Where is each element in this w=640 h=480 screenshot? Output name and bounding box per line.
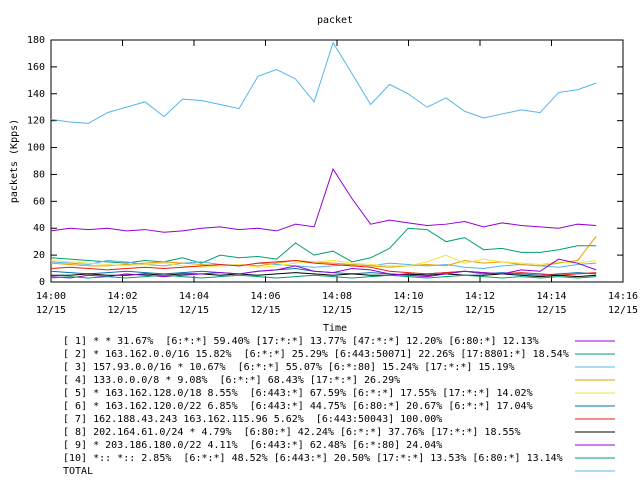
x-tick-label: 14:12 — [465, 291, 495, 302]
x-tick-date: 12/15 — [322, 305, 352, 316]
x-tick-date: 12/15 — [179, 305, 209, 316]
y-tick-label: 60 — [33, 196, 45, 207]
y-tick-label: 100 — [27, 143, 45, 154]
legend-label: [10] *:: *:: 2.85% [6:*:*] 48.52% [6:443… — [63, 453, 563, 464]
x-tick-date: 12/15 — [608, 305, 638, 316]
x-tick-date: 12/15 — [393, 305, 423, 316]
x-tick-date: 12/15 — [250, 305, 280, 316]
x-tick-label: 14:08 — [322, 291, 352, 302]
x-tick-date: 12/15 — [536, 305, 566, 316]
x-tick-label: 14:02 — [107, 291, 137, 302]
legend-label: TOTAL — [63, 466, 93, 477]
x-tick-date: 12/15 — [36, 305, 66, 316]
legend-label: [ 7] 162.188.43.243 163.162.115.96 5.62%… — [63, 414, 442, 425]
legend-label: [ 9] * 203.186.180.0/22 4.11% [6:443:*] … — [63, 440, 442, 451]
series-line — [50, 259, 597, 270]
series-line — [50, 258, 597, 279]
legend-label: [ 8] 202.164.61.0/24 * 4.79% [6:80:*] 42… — [63, 427, 521, 438]
legend-label: [ 2] * 163.162.0.0/16 15.82% [6:*:*] 25.… — [63, 349, 569, 360]
x-tick-date: 12/15 — [107, 305, 137, 316]
x-axis-label: Time — [323, 323, 347, 334]
x-tick-label: 14:04 — [179, 291, 209, 302]
x-tick-label: 14:10 — [393, 291, 423, 302]
y-axis-label: packets (Kpps) — [9, 119, 20, 203]
y-tick-label: 40 — [33, 223, 45, 234]
series-line — [50, 227, 597, 264]
y-tick-label: 0 — [39, 277, 45, 288]
legend-label: [ 5] * 163.162.128.0/18 8.55% [6:443:*] … — [63, 388, 533, 399]
chart-title: packet — [317, 15, 353, 26]
series-line — [50, 41, 597, 124]
y-tick-label: 120 — [27, 116, 45, 127]
legend-label: [ 3] 157.93.0.0/16 * 10.67% [6:*:*] 55.0… — [63, 362, 515, 373]
x-tick-label: 14:14 — [536, 291, 566, 302]
y-tick-label: 20 — [33, 250, 45, 261]
x-tick-label: 14:00 — [36, 291, 66, 302]
series-line — [50, 254, 597, 268]
x-tick-label: 14:16 — [608, 291, 638, 302]
legend-label: [ 1] * * 31.67% [6:*:*] 59.40% [17:*:*] … — [63, 336, 539, 347]
x-tick-label: 14:06 — [250, 291, 280, 302]
legend-label: [ 4] 133.0.0.0/8 * 9.08% [6:*:*] 68.43% … — [63, 375, 400, 386]
series-line — [51, 272, 597, 278]
series-line — [50, 167, 597, 233]
y-tick-label: 80 — [33, 169, 45, 180]
y-tick-label: 140 — [27, 89, 45, 100]
y-tick-label: 180 — [27, 35, 45, 46]
series-line — [50, 274, 597, 279]
y-tick-label: 160 — [27, 62, 45, 73]
x-tick-date: 12/15 — [465, 305, 495, 316]
legend-label: [ 6] * 163.162.120.0/22 6.85% [6:443:*] … — [63, 401, 533, 412]
plot-border — [50, 39, 624, 283]
